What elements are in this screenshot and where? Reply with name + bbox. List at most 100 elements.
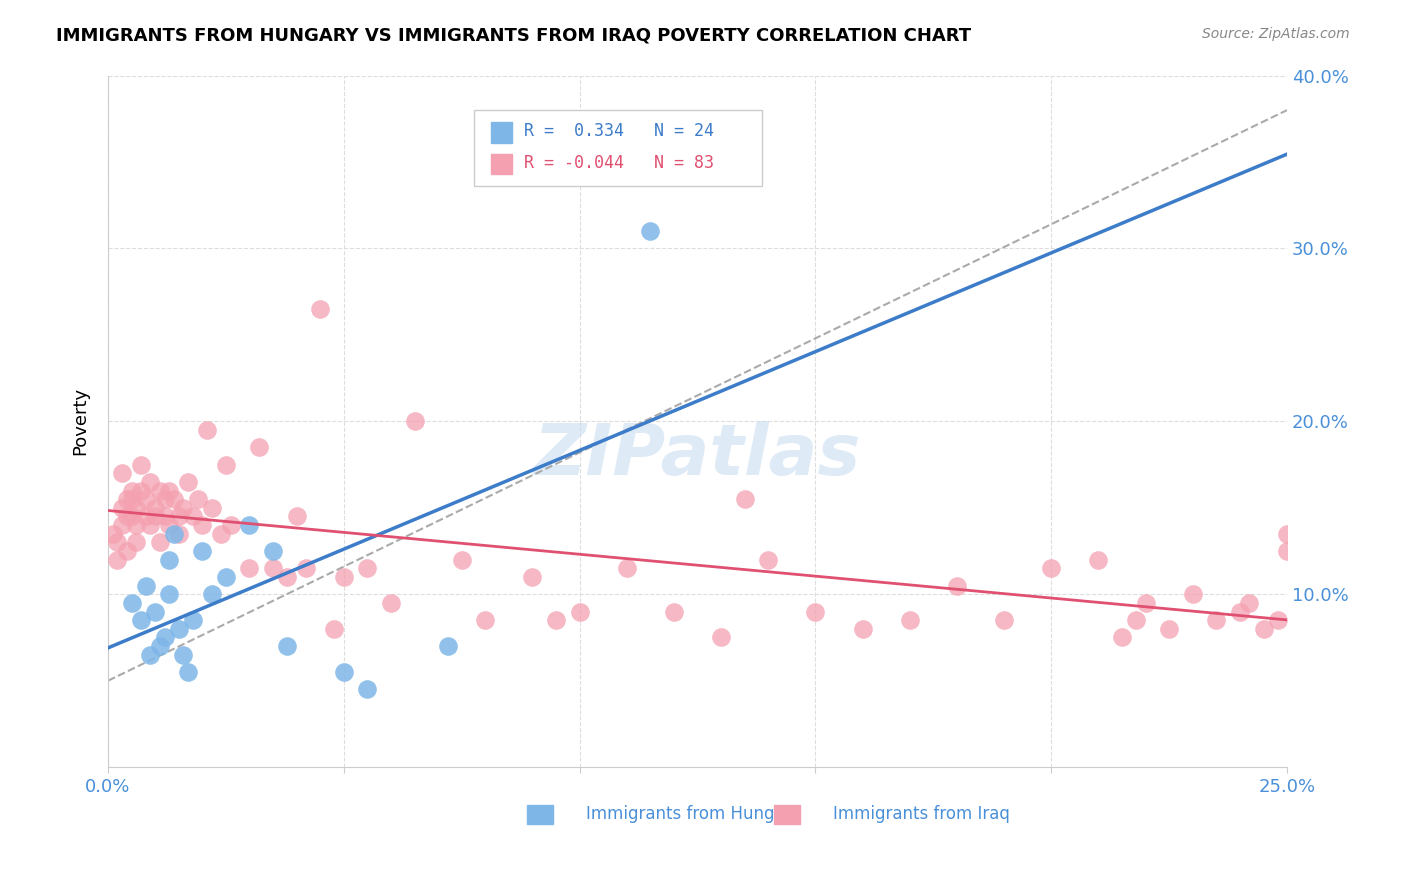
Point bbox=[333, 570, 356, 584]
Bar bbox=[527, 805, 553, 824]
Point bbox=[143, 509, 166, 524]
Point bbox=[139, 475, 162, 489]
Point bbox=[522, 570, 544, 584]
Point bbox=[125, 500, 148, 515]
Point bbox=[111, 467, 134, 481]
FancyBboxPatch shape bbox=[474, 110, 762, 186]
Point bbox=[177, 475, 200, 489]
Point bbox=[756, 552, 779, 566]
Point bbox=[568, 605, 591, 619]
Point bbox=[1159, 622, 1181, 636]
Point bbox=[157, 587, 180, 601]
Point bbox=[167, 622, 190, 636]
Point bbox=[1205, 613, 1227, 627]
Point bbox=[121, 509, 143, 524]
Point bbox=[215, 570, 238, 584]
Point bbox=[187, 492, 209, 507]
Point bbox=[191, 518, 214, 533]
Point bbox=[153, 509, 176, 524]
Point bbox=[946, 579, 969, 593]
Point bbox=[616, 561, 638, 575]
Point bbox=[139, 648, 162, 662]
Point bbox=[143, 605, 166, 619]
Point bbox=[1125, 613, 1147, 627]
Point bbox=[143, 500, 166, 515]
Point bbox=[129, 483, 152, 498]
Bar bbox=[491, 153, 512, 175]
Point bbox=[238, 561, 260, 575]
Point bbox=[139, 518, 162, 533]
Point bbox=[177, 665, 200, 679]
Text: Immigrants from Hungary: Immigrants from Hungary bbox=[585, 805, 801, 823]
Point bbox=[115, 492, 138, 507]
Point bbox=[195, 423, 218, 437]
Point bbox=[163, 526, 186, 541]
Bar bbox=[775, 805, 800, 824]
Point bbox=[238, 518, 260, 533]
Point bbox=[111, 518, 134, 533]
Point bbox=[115, 544, 138, 558]
Point bbox=[153, 631, 176, 645]
Point bbox=[125, 518, 148, 533]
Point bbox=[135, 492, 157, 507]
Point bbox=[172, 648, 194, 662]
Point bbox=[1135, 596, 1157, 610]
Point bbox=[129, 458, 152, 472]
Point bbox=[157, 518, 180, 533]
Point bbox=[356, 561, 378, 575]
Point bbox=[153, 492, 176, 507]
Point bbox=[262, 544, 284, 558]
Point bbox=[111, 500, 134, 515]
Point bbox=[121, 483, 143, 498]
Point bbox=[209, 526, 232, 541]
Point bbox=[135, 579, 157, 593]
Point bbox=[262, 561, 284, 575]
Point bbox=[276, 570, 298, 584]
Point bbox=[662, 605, 685, 619]
Point bbox=[1267, 613, 1289, 627]
Point bbox=[734, 492, 756, 507]
Point bbox=[157, 552, 180, 566]
Point bbox=[167, 526, 190, 541]
Point bbox=[121, 596, 143, 610]
Point bbox=[201, 500, 224, 515]
Point bbox=[157, 483, 180, 498]
Point bbox=[101, 526, 124, 541]
Text: R =  0.334   N = 24: R = 0.334 N = 24 bbox=[524, 122, 714, 140]
Point bbox=[323, 622, 346, 636]
Point bbox=[107, 552, 129, 566]
Point bbox=[1087, 552, 1109, 566]
Text: Source: ZipAtlas.com: Source: ZipAtlas.com bbox=[1202, 27, 1350, 41]
Point bbox=[474, 613, 496, 627]
Point bbox=[135, 509, 157, 524]
Point bbox=[1275, 544, 1298, 558]
Text: R = -0.044   N = 83: R = -0.044 N = 83 bbox=[524, 154, 714, 172]
Point bbox=[333, 665, 356, 679]
Point bbox=[1253, 622, 1275, 636]
Point bbox=[167, 509, 190, 524]
Text: ZIPatlas: ZIPatlas bbox=[534, 421, 862, 491]
Point bbox=[804, 605, 827, 619]
Point bbox=[149, 535, 172, 549]
Point bbox=[107, 535, 129, 549]
Point bbox=[544, 613, 567, 627]
Text: Immigrants from Iraq: Immigrants from Iraq bbox=[834, 805, 1010, 823]
Point bbox=[436, 639, 458, 653]
Point bbox=[710, 631, 733, 645]
Point bbox=[285, 509, 308, 524]
Point bbox=[149, 639, 172, 653]
Point bbox=[1275, 526, 1298, 541]
Point bbox=[201, 587, 224, 601]
Point bbox=[219, 518, 242, 533]
Point bbox=[450, 552, 472, 566]
Text: IMMIGRANTS FROM HUNGARY VS IMMIGRANTS FROM IRAQ POVERTY CORRELATION CHART: IMMIGRANTS FROM HUNGARY VS IMMIGRANTS FR… bbox=[56, 27, 972, 45]
Point bbox=[640, 224, 662, 238]
Point bbox=[1229, 605, 1251, 619]
Point bbox=[181, 613, 204, 627]
Point bbox=[1181, 587, 1204, 601]
Point bbox=[121, 492, 143, 507]
Point bbox=[115, 509, 138, 524]
Point bbox=[1239, 596, 1261, 610]
Point bbox=[404, 414, 426, 428]
Point bbox=[898, 613, 921, 627]
